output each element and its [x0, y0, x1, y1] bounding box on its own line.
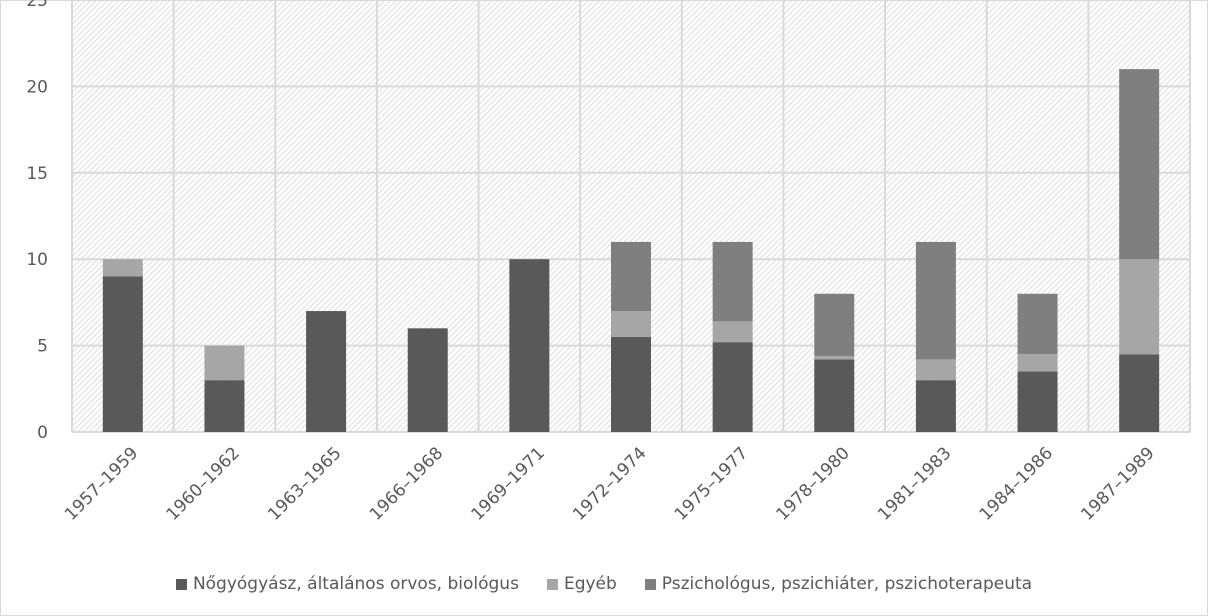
bar-segment-9-2: [1017, 293, 1058, 355]
bar-segment-5-2: [611, 241, 651, 312]
legend-label-series-1: Egyéb: [563, 574, 617, 594]
grid: [71, 0, 1191, 433]
bar-segment-6-2: [712, 241, 753, 322]
x-tick-label-9: 1984–1986: [976, 443, 1057, 524]
bar-segment-8-1: [915, 359, 956, 381]
bar-segment-6-1: [712, 321, 753, 343]
bar-segment-0-0: [102, 276, 143, 432]
bars: [102, 69, 1160, 432]
bar-segment-8-2: [915, 241, 956, 360]
legend: Nőgyógyász, általános orvos, biológus Eg…: [0, 574, 1208, 594]
bar-segment-6-0: [712, 342, 753, 432]
bar-segment-7-2: [814, 293, 855, 356]
legend-swatch-series-0: [175, 578, 187, 590]
legend-item-series-2: Pszichológus, pszichiáter, pszichoterape…: [644, 574, 1033, 594]
x-tick-label-7: 1978–1980: [772, 443, 853, 524]
x-tick-label-6: 1975–1977: [671, 443, 752, 524]
bar-segment-4-0: [509, 259, 550, 432]
x-tick-label-10: 1987–1989: [1077, 443, 1158, 524]
bar-segment-7-1: [814, 355, 855, 360]
y-tick-label-0: 0: [37, 423, 48, 443]
x-axis-ticks: 1957–1959 1960–1962 1963–1965 1966–1968 1969…: [61, 443, 1159, 524]
bar-segment-9-0: [1017, 371, 1058, 432]
bar-segment-5-0: [611, 336, 651, 432]
bar-segment-7-0: [814, 359, 855, 432]
legend-item-series-1: Egyéb: [546, 574, 617, 594]
bar-segment-1-1: [204, 345, 245, 381]
bar-segment-9-1: [1017, 354, 1058, 372]
legend-label-series-0: Nőgyógyász, általános orvos, biológus: [192, 574, 519, 594]
x-tick-label-0: 1957–1959: [61, 443, 142, 524]
x-tick-label-8: 1981–1983: [874, 443, 955, 524]
x-tick-label-5: 1972–1974: [569, 443, 650, 524]
y-tick-label-5: 25: [26, 0, 48, 11]
legend-swatch-series-1: [546, 578, 558, 590]
bar-segment-5-1: [611, 311, 651, 337]
y-tick-label-1: 5: [37, 337, 48, 357]
bar-segment-10-2: [1119, 69, 1160, 260]
bar-segment-0-1: [102, 259, 143, 277]
y-tick-label-2: 10: [26, 250, 48, 270]
x-tick-label-2: 1963–1965: [264, 443, 345, 524]
x-tick-label-1: 1960–1962: [163, 443, 244, 524]
x-tick-label-4: 1969–1971: [468, 443, 549, 524]
bar-segment-2-0: [306, 311, 347, 432]
bar-segment-10-0: [1119, 354, 1160, 432]
y-axis-ticks: 0 5 10 15 20 25: [26, 0, 48, 443]
legend-label-series-2: Pszichológus, pszichiáter, pszichoterape…: [661, 574, 1033, 594]
x-tick-label-3: 1966–1968: [366, 443, 447, 524]
legend-swatch-series-2: [644, 578, 656, 590]
y-tick-label-4: 20: [26, 77, 48, 97]
bar-segment-8-0: [915, 380, 956, 432]
y-tick-label-3: 15: [26, 164, 48, 184]
bar-segment-1-0: [204, 380, 245, 432]
bar-segment-10-1: [1119, 259, 1160, 355]
bar-segment-3-0: [407, 328, 448, 432]
legend-item-series-0: Nőgyógyász, általános orvos, biológus: [175, 574, 519, 594]
